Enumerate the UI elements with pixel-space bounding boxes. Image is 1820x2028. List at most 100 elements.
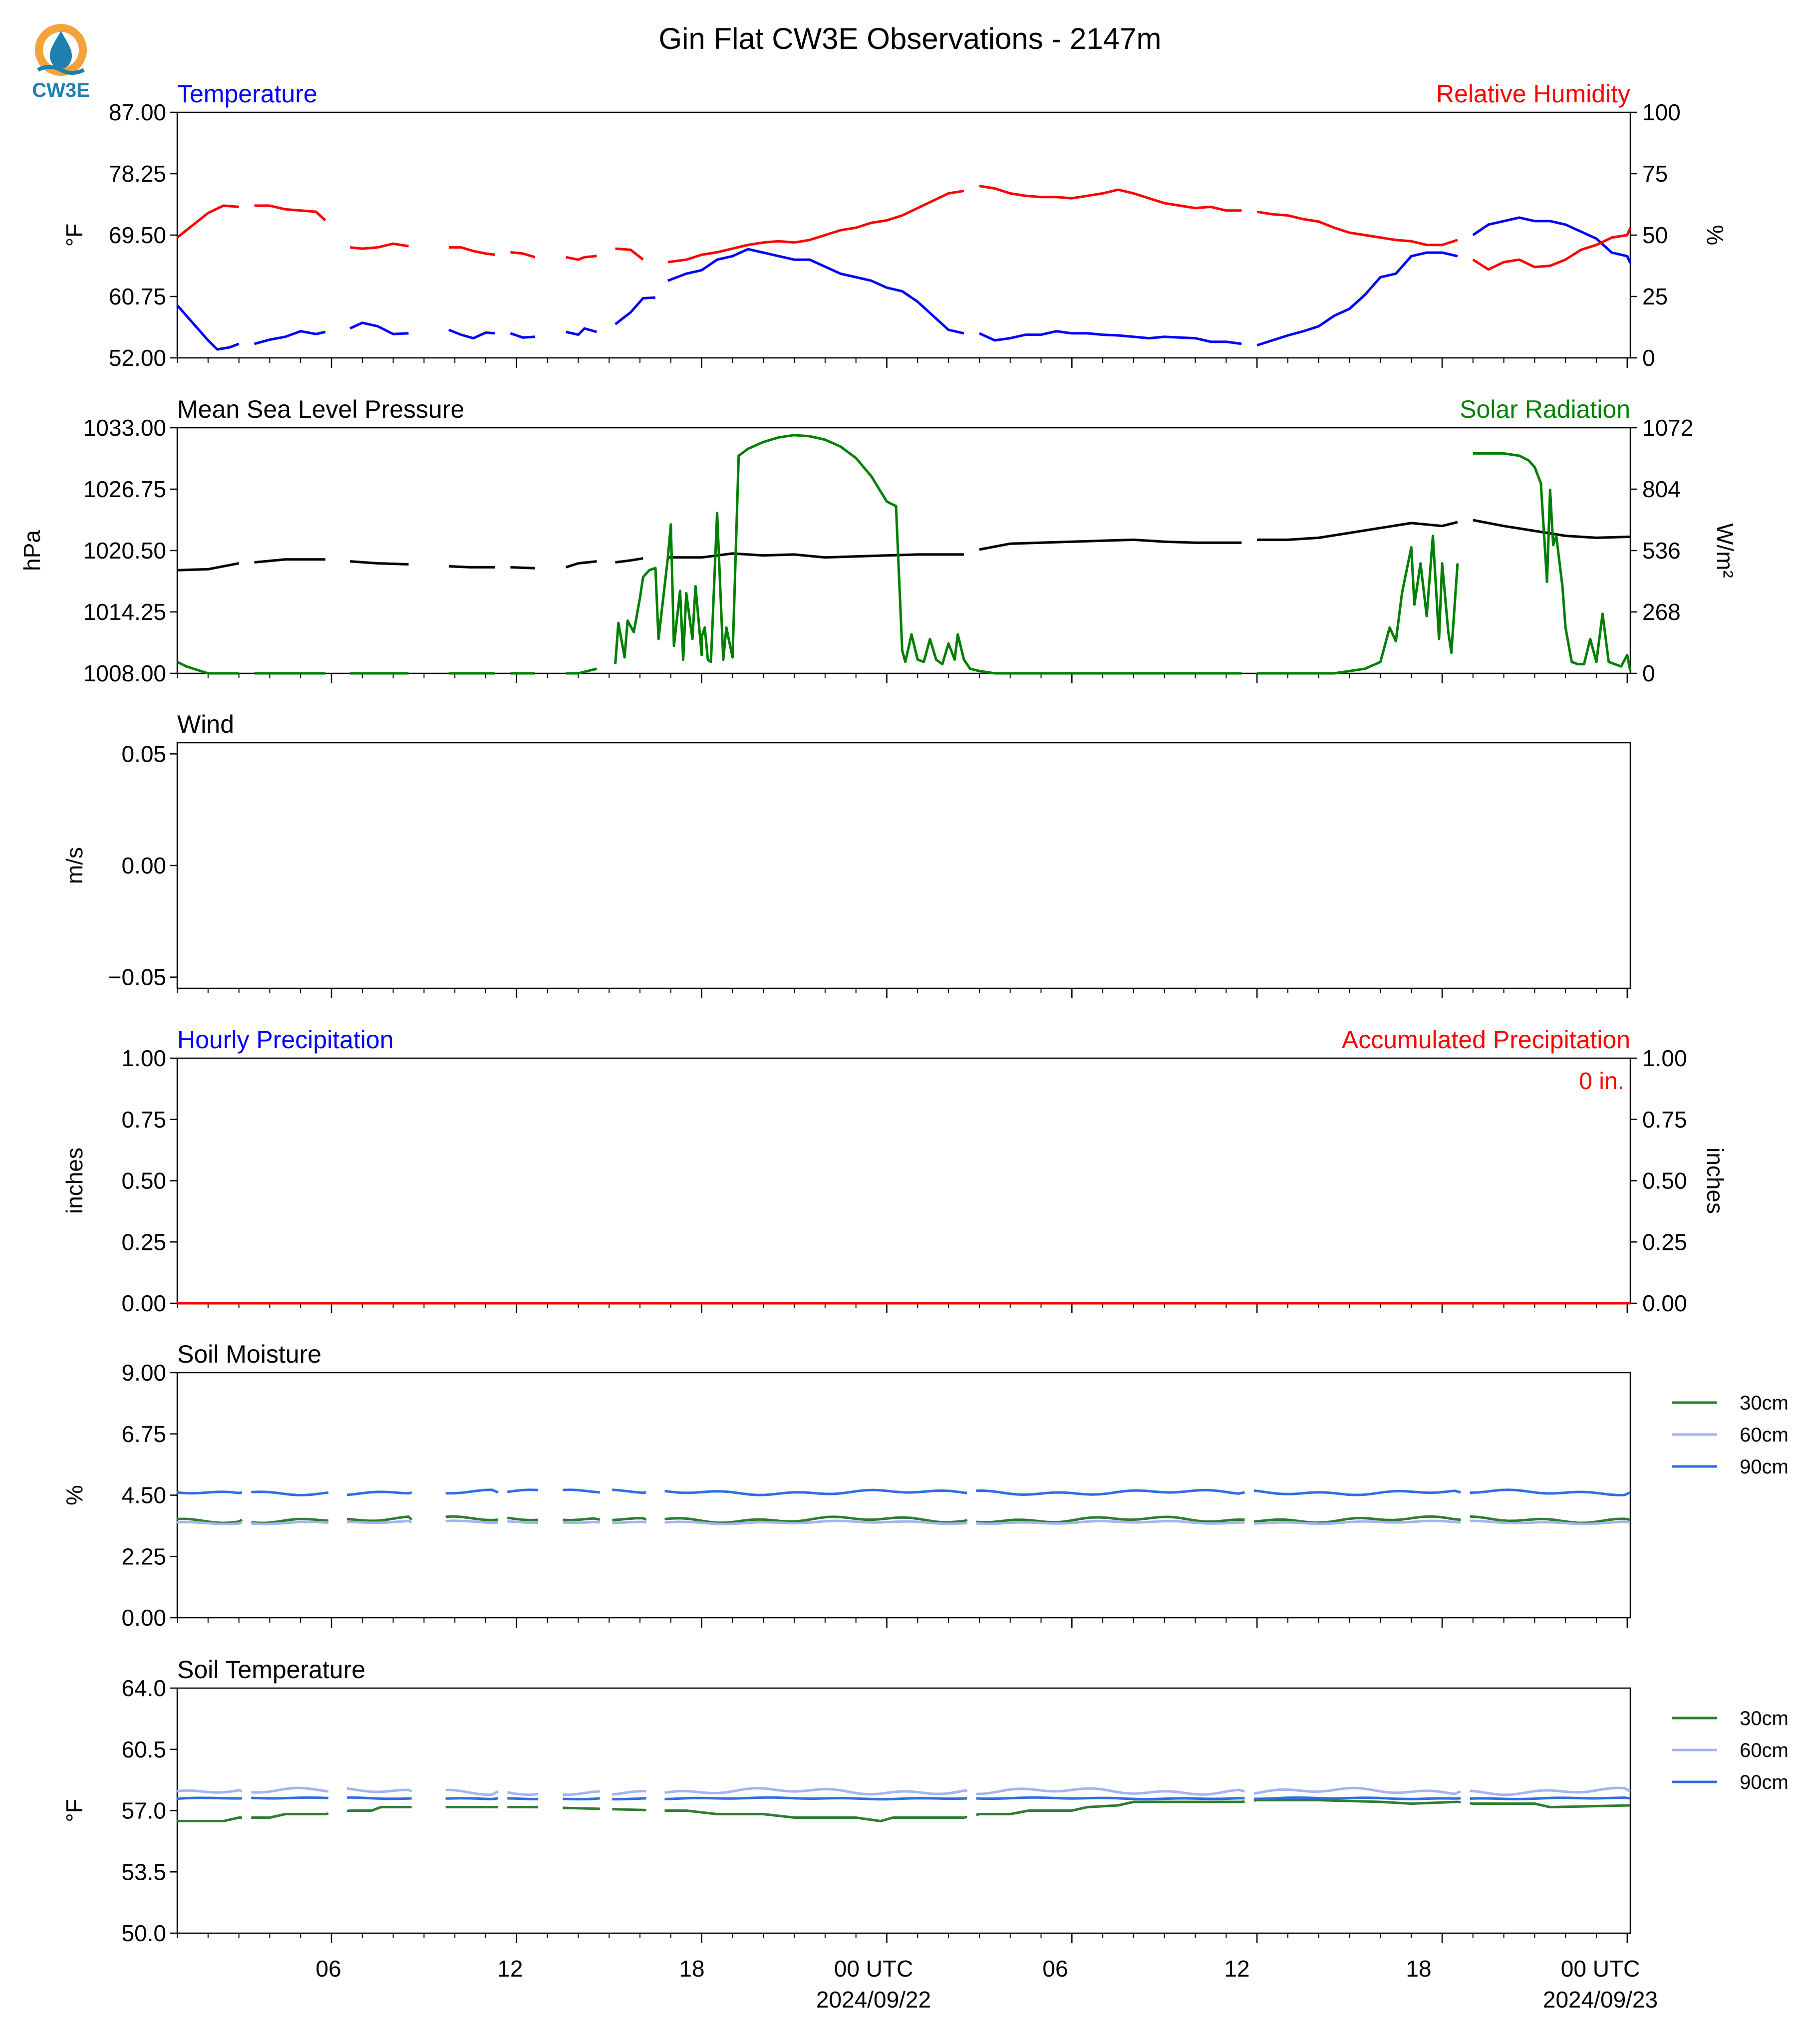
series-line: [615, 557, 643, 564]
y-tick-label: 50.0: [121, 1920, 166, 1946]
series-line: [614, 434, 995, 675]
series-line: [566, 327, 598, 336]
series-line: [1470, 1786, 1631, 1796]
series-line: [346, 1787, 412, 1793]
series-line: [507, 1520, 539, 1524]
panel-left-title: Soil Moisture: [177, 1340, 321, 1368]
y2-tick-label: 536: [1642, 538, 1681, 564]
series-line: [1257, 521, 1458, 541]
series-line: [1473, 452, 1632, 671]
series-line: [510, 251, 536, 259]
x-tick-label: 18: [679, 1956, 704, 1982]
x-tick-label: 00 UTC: [834, 1956, 913, 1982]
series-line: [566, 667, 598, 675]
logo-text: CW3E: [32, 79, 90, 101]
series-line: [251, 1812, 329, 1819]
series-temperature: [176, 216, 1632, 351]
y2-tick-label: 0.00: [1642, 1290, 1687, 1316]
x-tick-label: 12: [497, 1956, 523, 1982]
series-line: [251, 1490, 329, 1496]
series-line: [507, 1791, 539, 1796]
series-line: [507, 1516, 539, 1521]
y-tick-label: 87.00: [109, 99, 166, 125]
y-tick-label: 1008.00: [83, 660, 166, 686]
series-line: [445, 1797, 499, 1800]
series-line: [177, 1816, 242, 1822]
y-tick-label: 1026.75: [83, 476, 166, 502]
y2-axis-label: %: [1702, 225, 1728, 246]
legend-label-60cm: 60cm: [1740, 1424, 1789, 1446]
series-line: [612, 1789, 646, 1796]
panel-temperature_rh: Temperature Relative Humidity 52.00 60.75 69…: [61, 80, 1728, 371]
figure-title: Gin Flat CW3E Observations - 2147m: [658, 22, 1161, 55]
y2-tick-label: 1072: [1642, 415, 1693, 441]
y-tick-label: 1.00: [121, 1045, 166, 1071]
x-tick-label: 18: [1406, 1956, 1431, 1982]
y-tick-label: 0.00: [121, 853, 166, 878]
legend-label-90cm: 90cm: [1740, 1456, 1789, 1478]
series-line: [979, 185, 1242, 212]
y2-axis-label: inches: [1702, 1148, 1728, 1214]
series-line: [664, 1787, 968, 1796]
series-line: [177, 1521, 243, 1525]
series-mean-sea-level-pressure: [177, 519, 1631, 572]
series-line: [346, 1519, 412, 1524]
series-line: [667, 248, 964, 335]
y-tick-label: 64.0: [121, 1675, 166, 1701]
y-tick-label: 0.00: [121, 1290, 166, 1316]
series-solar-radiation: [176, 434, 1632, 675]
panel-left-title: Temperature: [177, 80, 317, 108]
panel-pressure_solar: Mean Sea Level Pressure Solar Radiation 10…: [19, 395, 1738, 686]
series-line: [664, 1809, 967, 1822]
series-line: [177, 1490, 243, 1495]
y2-tick-label: 0: [1642, 345, 1655, 371]
y-axis-label: m/s: [61, 847, 87, 884]
y-tick-label: 78.25: [109, 161, 166, 187]
y-tick-label: 0.05: [121, 741, 166, 767]
y2-tick-label: 0.50: [1642, 1168, 1687, 1194]
y-tick-label: 0.00: [121, 1605, 166, 1631]
series-line: [177, 562, 240, 572]
series-line: [1253, 1519, 1461, 1525]
y-axis-label: inches: [61, 1148, 87, 1214]
series-line: [349, 242, 409, 250]
panel-left-title: Mean Sea Level Pressure: [177, 395, 464, 423]
legend-label-60cm: 60cm: [1740, 1739, 1789, 1761]
cw3e-logo: CW3E: [32, 24, 90, 101]
series-line: [254, 558, 325, 564]
y-tick-label: 1033.00: [83, 415, 166, 441]
series-line: [177, 1517, 243, 1524]
series-line: [614, 296, 656, 325]
series-line: [615, 247, 644, 261]
panel-wind: Wind −0.05 0.00 0.05 m/s: [61, 710, 1631, 998]
series-line: [1470, 1796, 1631, 1800]
x-tick-label: 00 UTC: [1561, 1956, 1640, 1982]
series-line: [979, 538, 1242, 551]
series-line: [445, 1488, 499, 1495]
series-30cm: [177, 1799, 1631, 1822]
series-line: [667, 552, 964, 559]
series-line: [664, 1519, 968, 1525]
y2-tick-label: 268: [1642, 599, 1681, 625]
series-line: [1253, 1799, 1461, 1805]
series-line: [176, 304, 240, 351]
y-axis-label: °F: [61, 1799, 87, 1822]
y-tick-label: 60.5: [121, 1737, 166, 1762]
y-tick-label: 60.75: [109, 284, 166, 309]
y2-tick-label: 1.00: [1642, 1045, 1687, 1071]
series-line: [251, 1796, 328, 1800]
series-line: [448, 328, 495, 340]
series-line: [510, 566, 535, 570]
series-line: [176, 660, 239, 675]
series-line: [563, 1517, 601, 1521]
series-line: [1470, 1519, 1631, 1525]
series-line: [349, 560, 409, 566]
series-line: [346, 1796, 412, 1800]
series-line: [346, 1490, 412, 1496]
series-line: [1256, 251, 1458, 347]
series-line: [1472, 216, 1632, 264]
series-line: [612, 1517, 647, 1521]
series-line: [254, 330, 326, 345]
y-tick-label: 69.50: [109, 222, 166, 248]
series-line: [976, 1488, 1245, 1496]
